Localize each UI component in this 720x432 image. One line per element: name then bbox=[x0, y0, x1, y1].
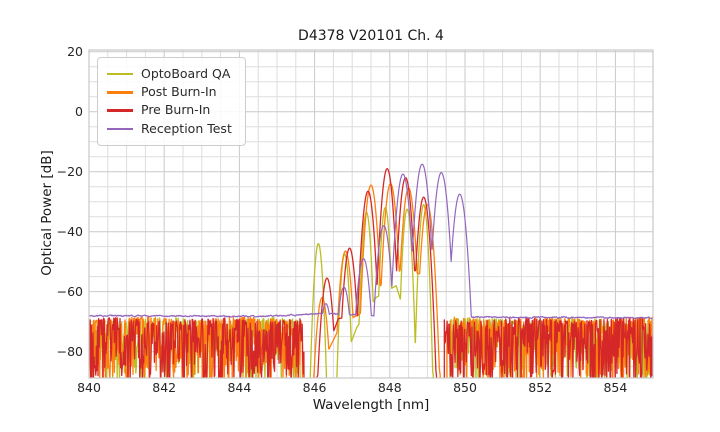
plot-frame bbox=[88, 49, 654, 379]
legend-entry-post-burn-in: Post Burn-In bbox=[107, 86, 236, 99]
y-axis-label: Optical Power [dB] bbox=[39, 150, 55, 276]
x-tick-label: 840 bbox=[77, 380, 101, 395]
y-tick-label: −20 bbox=[57, 164, 83, 179]
legend-entry-optoboard-qa: OptoBoard QA bbox=[107, 65, 236, 81]
legend-entry-pre-burn-in: Pre Burn-In bbox=[107, 104, 236, 117]
x-tick-label: 842 bbox=[152, 380, 176, 395]
axis-tick-labels: 840 842 844 846 848 850 852 854 20 0 −20 −40 −60 −80 bbox=[57, 44, 628, 395]
y-tick-label: −40 bbox=[57, 224, 83, 239]
legend-label-optoboard-qa: OptoBoard QA bbox=[141, 65, 231, 81]
legend-swatch-optoboard-qa bbox=[107, 72, 133, 76]
x-tick-label: 846 bbox=[303, 380, 327, 395]
x-tick-label: 852 bbox=[528, 380, 552, 395]
x-tick-label: 844 bbox=[227, 380, 251, 395]
x-tick-label: 854 bbox=[603, 380, 627, 395]
x-tick-label: 850 bbox=[453, 380, 477, 395]
y-tick-label: 0 bbox=[75, 104, 83, 119]
chart-title: D4378 V20101 Ch. 4 bbox=[298, 28, 444, 44]
y-tick-label: −60 bbox=[57, 284, 83, 299]
y-tick-label: 20 bbox=[67, 44, 83, 59]
series-line-reception-test bbox=[89, 163, 653, 320]
legend-swatch-pre-burn-in bbox=[107, 109, 133, 112]
series-line-pre-burn-in bbox=[89, 168, 653, 378]
series-line-post-burn-in bbox=[89, 183, 653, 378]
legend-swatch-post-burn-in bbox=[107, 91, 133, 94]
legend-label-post-burn-in: Post Burn-In bbox=[141, 84, 217, 100]
legend-label-reception-test: Reception Test bbox=[141, 120, 232, 136]
legend-entry-reception-test: Reception Test bbox=[107, 120, 236, 136]
x-tick-label: 848 bbox=[378, 380, 402, 395]
legend: OptoBoard QA Post Burn-In Pre Burn-In Re… bbox=[97, 57, 246, 146]
y-tick-label: −80 bbox=[57, 344, 83, 359]
x-axis-label: Wavelength [nm] bbox=[312, 397, 430, 413]
legend-label-pre-burn-in: Pre Burn-In bbox=[141, 102, 211, 118]
legend-swatch-reception-test bbox=[107, 127, 133, 131]
